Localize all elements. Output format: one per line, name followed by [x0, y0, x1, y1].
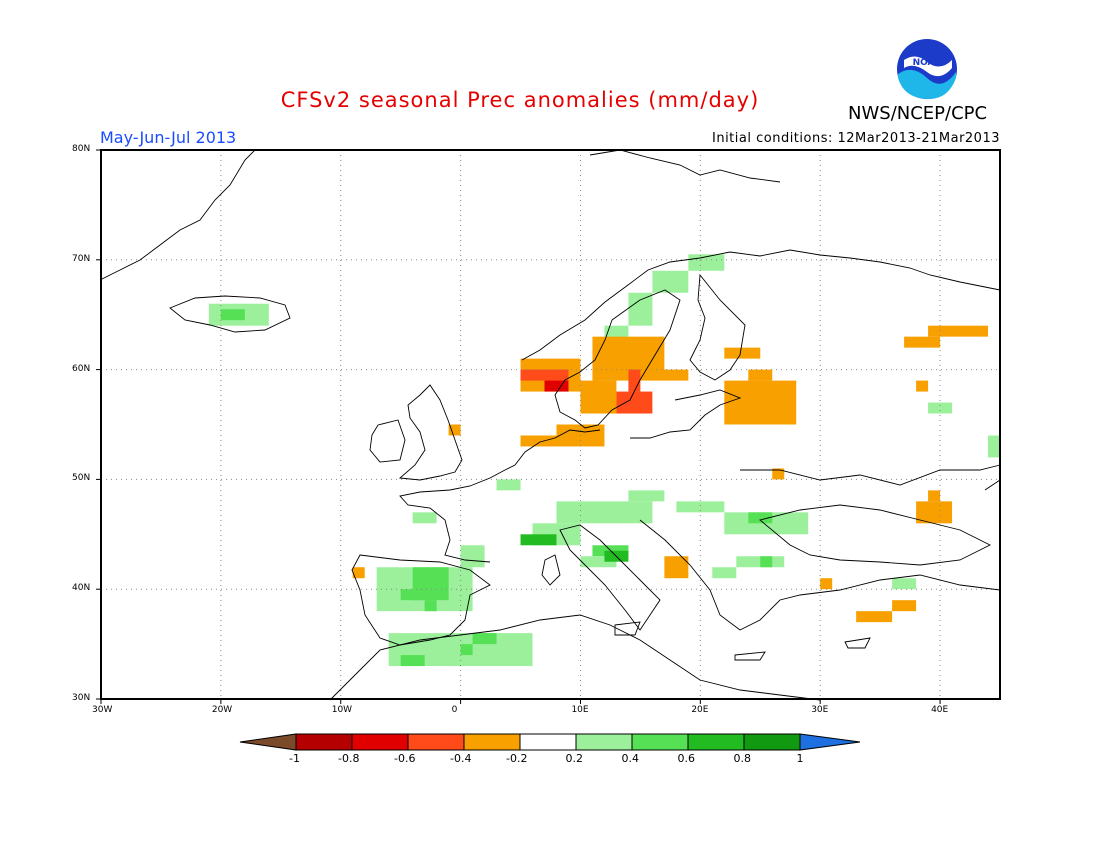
colorbar-segment [407, 733, 465, 751]
colorbar-tick-label: -0.4 [450, 752, 472, 765]
anomaly-cell [928, 325, 989, 337]
anomaly-cell [628, 292, 653, 326]
anomaly-cell [928, 490, 941, 502]
colorbar-segment [687, 733, 745, 751]
anomaly-cell [748, 512, 773, 524]
latitude-label: 60N [72, 363, 91, 374]
latitude-label: 80N [72, 144, 91, 154]
colorbar-tick-label: 0.6 [677, 752, 696, 765]
map-frame [100, 149, 1001, 700]
map-title: CFSv2 seasonal Prec anomalies (mm/day) [280, 88, 760, 112]
anomaly-cell [412, 512, 437, 524]
latitude-label: 40N [72, 583, 91, 594]
svg-text:NOAA: NOAA [913, 58, 942, 68]
anomaly-cell [460, 545, 485, 568]
colorbar-tick-label: 1 [796, 752, 804, 765]
anomaly-cell [532, 369, 569, 381]
latitude-label: 30N [72, 693, 91, 703]
colorbar-segment [631, 733, 689, 751]
colorbar-segment [463, 733, 521, 751]
colorbar-arrow-right [799, 733, 861, 751]
noaa-logo-icon: NOAA [897, 39, 957, 100]
anomaly-cell [988, 435, 1000, 458]
coastlines [99, 149, 1001, 701]
longitude-label: 40E [931, 705, 949, 715]
colorbar-tick-label: -0.8 [338, 752, 360, 765]
anomaly-cell [892, 578, 917, 590]
anomaly-cell [556, 501, 653, 524]
anomaly-cell [448, 424, 461, 436]
anomaly-cell [628, 490, 665, 502]
anomaly-cell [520, 435, 557, 447]
anomaly-cell [472, 633, 497, 645]
colorbar [239, 733, 861, 751]
longitude-label: 20W [211, 705, 233, 715]
colorbar-arrow-left [239, 733, 297, 751]
colorbar-tick-label: 0.2 [565, 752, 584, 765]
anomaly-cell [400, 589, 425, 601]
anomaly-cell [856, 611, 893, 623]
colorbar-tick-label: 0.8 [733, 752, 752, 765]
longitude-label: 0 [451, 705, 458, 715]
anomaly-cell [916, 501, 953, 524]
colorbar-segment [575, 733, 633, 751]
anomaly-cell [748, 369, 773, 381]
initial-conditions-label: Initial conditions: 12Mar2013-21Mar2013 [712, 131, 1000, 146]
anomaly-cell [496, 479, 521, 491]
anomaly-cell [724, 380, 797, 425]
anomaly-cell [460, 644, 473, 656]
colorbar-tick-label: 0.4 [621, 752, 640, 765]
colorbar-segment [351, 733, 409, 751]
anomaly-cell [616, 391, 653, 414]
colorbar-segment [519, 733, 577, 751]
anomaly-cell [220, 309, 245, 321]
anomaly-cell [724, 347, 761, 359]
agency-label: NWS/NCEP/CPC [848, 103, 988, 124]
anomaly-cell [676, 501, 725, 513]
latitude-label: 50N [72, 473, 91, 484]
anomaly-cell [772, 468, 785, 480]
anomaly-cell [520, 369, 533, 381]
colorbar-tick-label: -0.2 [506, 752, 528, 765]
anomaly-cell [916, 380, 929, 392]
anomaly-cell [580, 556, 617, 568]
anomaly-cell [424, 600, 437, 612]
anomaly-cell [928, 402, 953, 414]
anomaly-cell [520, 534, 557, 546]
longitude-label: 30E [811, 705, 829, 715]
colorbar-segment [295, 733, 353, 751]
anomaly-cells [208, 254, 1000, 667]
longitude-label: 30W [92, 705, 113, 715]
anomaly-cell [652, 270, 689, 293]
anomaly-cell [628, 369, 641, 392]
colorbar-tick-label: -1 [289, 752, 300, 765]
anomaly-cell [904, 336, 941, 348]
anomaly-cell [580, 380, 617, 414]
anomaly-cell [724, 512, 809, 535]
anomaly-cell [760, 556, 773, 568]
period-label: May-Jun-Jul 2013 [100, 128, 237, 147]
longitude-label: 10W [331, 705, 353, 715]
colorbar-segment [743, 733, 801, 751]
anomaly-cell [652, 369, 689, 381]
anomaly-cell [400, 655, 425, 667]
anomaly-cell [544, 380, 569, 392]
longitude-label: 20E [691, 705, 709, 715]
anomaly-cell [352, 567, 365, 579]
colorbar-tick-label: -0.6 [394, 752, 416, 765]
longitude-label: 10E [571, 705, 589, 715]
latitude-label: 70N [72, 253, 91, 264]
anomaly-cell [892, 600, 917, 612]
anomaly-cell [820, 578, 833, 590]
anomaly-cell [664, 556, 689, 579]
anomaly-cell [712, 567, 737, 579]
